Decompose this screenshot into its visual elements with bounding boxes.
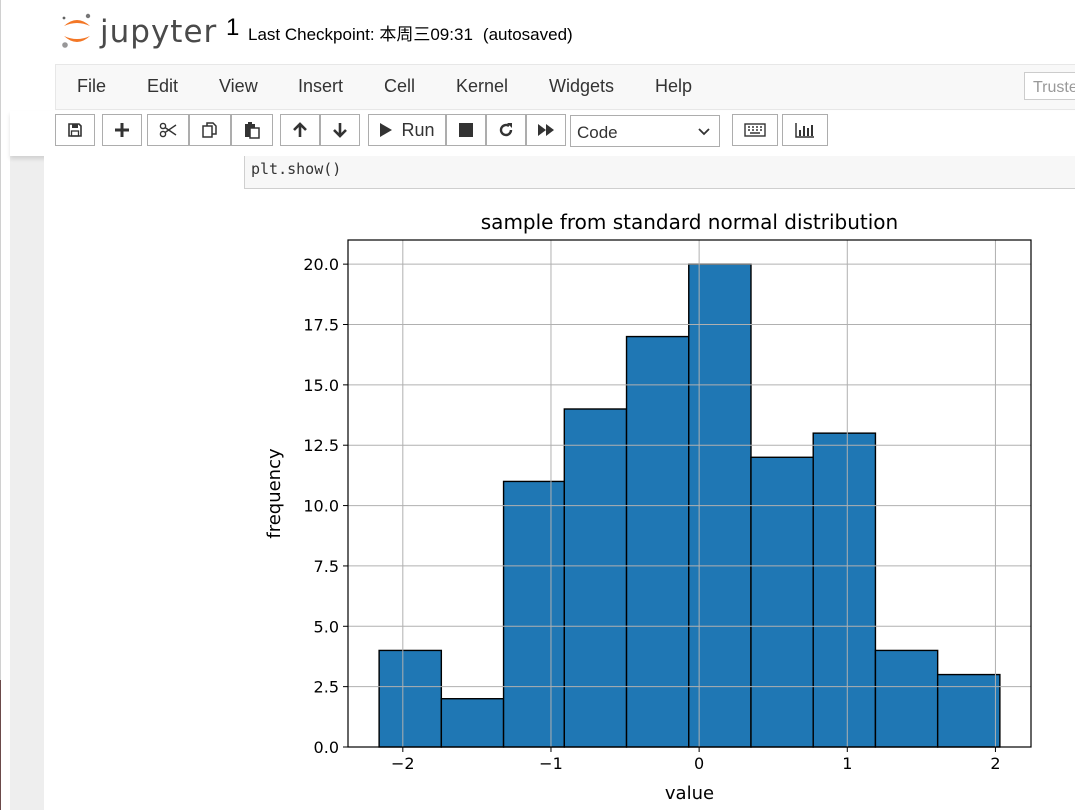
menu-help[interactable]: Help <box>655 76 693 96</box>
command-palette-button[interactable] <box>732 114 778 146</box>
fast-forward-icon <box>538 124 554 136</box>
y-tick-label: 20.0 <box>303 255 339 274</box>
arrow-up-icon <box>293 122 307 137</box>
logo-text: jupyter <box>100 14 218 50</box>
save-button[interactable] <box>55 114 95 146</box>
copy-icon <box>202 122 217 138</box>
histogram-bar <box>936 673 1001 748</box>
header: jupyter 1 Last Checkpoint: 本周三09:31 (auto… <box>10 0 1075 64</box>
code-text: plt.show() <box>251 160 342 178</box>
checkpoint-text: Last Checkpoint: 本周三09:31 <box>248 25 473 44</box>
histogram-bar <box>625 335 690 748</box>
y-axis-label: frequency <box>264 448 285 539</box>
x-axis-label: value <box>665 783 714 804</box>
chart-title: sample from standard normal distribution <box>481 210 898 234</box>
histogram-bar <box>874 649 939 748</box>
cut-button[interactable] <box>147 114 189 146</box>
histogram-bar <box>502 480 566 748</box>
code-cell-input[interactable]: plt.show() <box>244 156 1075 189</box>
histogram-chart: −2 −1 0 1 20.02.55.07.510.012.515.017.520.0s… <box>264 210 1032 804</box>
histogram-bar <box>750 456 814 748</box>
save-icon <box>68 123 82 137</box>
paste-button[interactable] <box>231 114 273 146</box>
y-tick-label: 12.5 <box>303 436 339 455</box>
run-label: Run <box>401 119 435 140</box>
menu-file[interactable]: File <box>77 76 107 96</box>
x-tick-label: −2 <box>391 754 415 773</box>
y-tick-label: 2.5 <box>314 678 339 697</box>
histogram-bar <box>378 649 443 748</box>
histogram-bar <box>563 408 628 748</box>
scissors-icon <box>159 122 177 138</box>
x-tick-label: 0 <box>694 754 704 773</box>
play-icon <box>380 123 393 137</box>
menu-kernel[interactable]: Kernel <box>456 76 509 96</box>
histogram-bar <box>440 698 505 748</box>
bar-chart-icon <box>795 123 814 138</box>
checkpoint-status: Last Checkpoint: 本周三09:31 (autosaved) <box>248 20 573 45</box>
move-up-button[interactable] <box>280 114 320 146</box>
stop-icon <box>459 123 473 137</box>
menu-widgets[interactable]: Widgets <box>549 76 615 96</box>
y-tick-label: 10.0 <box>303 497 339 516</box>
restart-run-all-button[interactable] <box>526 114 566 146</box>
plus-icon <box>115 123 129 137</box>
paste-icon <box>245 122 260 139</box>
menu-insert[interactable]: Insert <box>298 76 344 96</box>
arrow-down-icon <box>333 123 347 138</box>
menu-edit[interactable]: Edit <box>147 76 179 96</box>
chevron-down-icon <box>698 128 710 136</box>
edge-line <box>0 0 1 810</box>
autosave-status: (autosaved) <box>482 25 573 44</box>
histogram-bar <box>812 432 877 748</box>
y-tick-label: 5.0 <box>314 617 339 636</box>
restart-button[interactable] <box>486 114 526 146</box>
axes-frame <box>347 239 1032 748</box>
x-tick-label: 1 <box>842 754 852 773</box>
x-tick-label: 2 <box>990 754 1000 773</box>
y-tick-label: 15.0 <box>303 376 339 395</box>
chart-button[interactable] <box>782 114 828 146</box>
toolbar: Run Code <box>10 111 1075 156</box>
window-left-edge <box>0 0 10 810</box>
cell-type-value: Code <box>577 123 618 142</box>
menubar-container: File Edit View Insert Cell Kernel Widget… <box>10 64 1075 111</box>
interrupt-button[interactable] <box>446 114 486 146</box>
jupyter-logo-icon <box>62 13 91 48</box>
run-button[interactable]: Run <box>368 114 446 146</box>
y-tick-label: 0.0 <box>314 738 339 757</box>
menu-view[interactable]: View <box>219 76 258 96</box>
cell-type-select[interactable]: Code <box>570 115 720 147</box>
copy-button[interactable] <box>189 114 231 146</box>
y-tick-label: 17.5 <box>303 316 339 335</box>
trusted-indicator[interactable]: Truste <box>1024 72 1075 100</box>
notebook-name[interactable]: 1 <box>226 14 240 41</box>
x-tick-label: −1 <box>539 754 563 773</box>
y-tick-label: 7.5 <box>314 557 339 576</box>
notebook-container: plt.show() −2 −1 0 1 2 0.0 2.5 5.0 7.5 10.0 12.5 15… <box>44 156 1075 810</box>
menu-cell[interactable]: Cell <box>384 76 416 96</box>
restart-icon <box>499 123 513 137</box>
jupyter-logo[interactable]: jupyter <box>60 8 270 54</box>
insert-cell-button[interactable] <box>102 114 142 146</box>
edge-dark <box>0 680 1 810</box>
move-down-button[interactable] <box>320 114 360 146</box>
menubar: File Edit View Insert Cell Kernel Widget… <box>55 64 1075 110</box>
keyboard-icon <box>744 123 766 137</box>
